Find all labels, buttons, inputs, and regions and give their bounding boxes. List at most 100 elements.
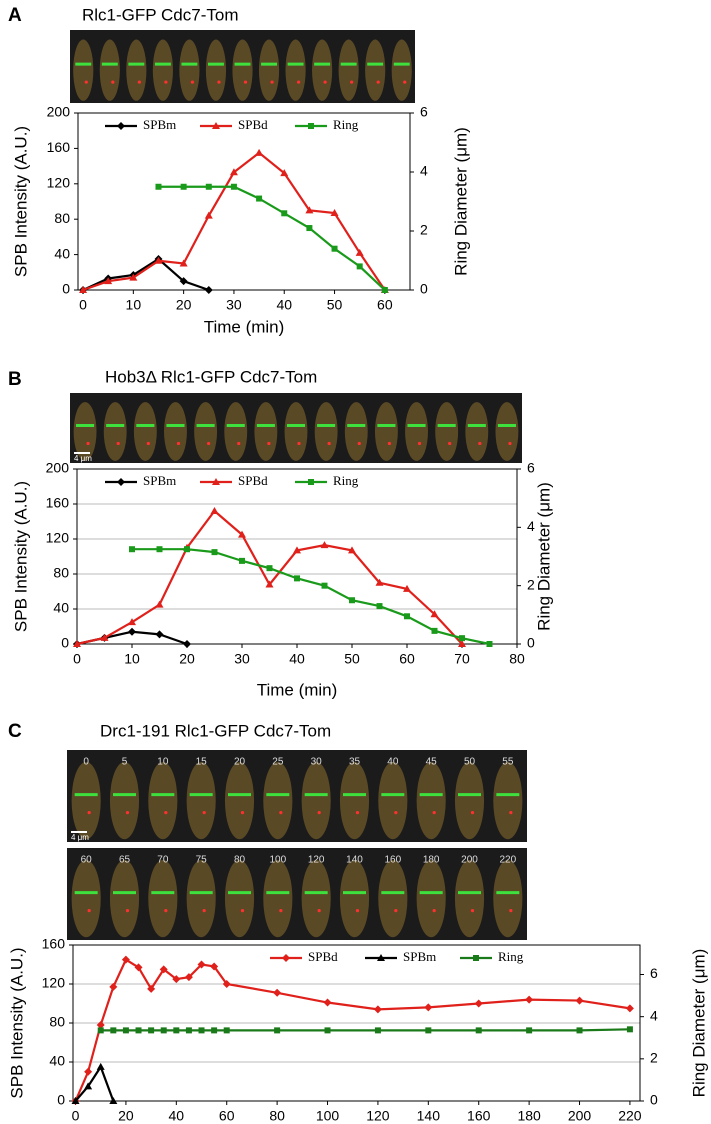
- frame-label: 50: [464, 757, 476, 768]
- cell: [254, 402, 278, 461]
- x-tick-label: 20: [179, 651, 195, 667]
- marker: [179, 259, 188, 267]
- marker: [97, 1027, 104, 1034]
- legend-label: SPBm: [143, 117, 176, 132]
- marker: [155, 183, 162, 190]
- spb-signal: [508, 441, 512, 446]
- legend-label: Ring: [333, 473, 359, 488]
- frame-label: 0: [83, 757, 89, 768]
- frame-label: 75: [196, 855, 208, 866]
- spb-signal: [87, 811, 91, 815]
- cell: [164, 402, 187, 461]
- marker: [473, 955, 479, 961]
- x-tick-label: 0: [73, 651, 81, 667]
- y-tick-label: 80: [53, 565, 69, 581]
- marker: [117, 478, 125, 486]
- frame-label: 180: [423, 855, 440, 866]
- frame-label: 65: [119, 855, 131, 866]
- frame-label: 140: [346, 855, 363, 866]
- legend-label: SPBm: [143, 473, 176, 488]
- marker: [197, 960, 206, 969]
- spb-signal: [125, 909, 130, 913]
- marker: [281, 210, 288, 217]
- marker: [474, 999, 483, 1008]
- y2-tick-label: 2: [650, 1050, 658, 1066]
- y-tick-label: 40: [54, 245, 70, 261]
- spb-signal: [350, 80, 354, 84]
- plot-frame: [77, 112, 411, 291]
- marker: [184, 973, 193, 982]
- marker: [128, 627, 136, 636]
- y-tick-label: 200: [47, 104, 71, 120]
- marker: [210, 962, 219, 971]
- cell: [339, 859, 370, 938]
- spb-signal: [317, 909, 321, 913]
- y-tick-label: 40: [53, 600, 69, 616]
- spb-signal: [111, 80, 115, 84]
- marker: [160, 1027, 167, 1034]
- spb-signal: [279, 811, 283, 815]
- frame-label: 120: [308, 855, 325, 866]
- spb-signal: [164, 80, 168, 84]
- frame-label: 40: [387, 757, 399, 768]
- cell: [339, 761, 370, 840]
- frame-label: 220: [499, 855, 516, 866]
- cell: [374, 402, 398, 461]
- marker: [222, 980, 231, 988]
- marker: [273, 988, 282, 997]
- marker: [212, 478, 220, 485]
- y-tick-label: 80: [54, 210, 70, 226]
- spb-signal: [164, 909, 168, 913]
- spb-signal: [279, 909, 283, 913]
- marker: [625, 1004, 634, 1013]
- cell: [391, 39, 412, 101]
- spb-signal: [146, 441, 150, 446]
- marker: [458, 640, 466, 647]
- legend-label: SPBd: [238, 117, 268, 132]
- legend-label: Ring: [333, 117, 359, 132]
- spb-signal: [240, 909, 245, 913]
- spb-signal: [509, 811, 513, 815]
- y-tick-label: 120: [42, 975, 66, 991]
- x-tick-label: 20: [118, 1108, 134, 1124]
- marker: [377, 954, 385, 961]
- y2-tick-label: 2: [420, 222, 428, 238]
- frame-label: 20: [234, 757, 246, 768]
- y2-tick-label: 2: [527, 576, 535, 592]
- x-tick-label: 180: [517, 1108, 541, 1124]
- y-axis-label: SPB Intensity (A.U.): [11, 481, 30, 632]
- cell: [73, 39, 94, 101]
- marker: [431, 627, 438, 634]
- micrograph: [67, 848, 527, 940]
- marker: [376, 603, 383, 610]
- marker: [525, 995, 534, 1004]
- x-tick-label: 50: [327, 297, 343, 313]
- marker: [109, 1097, 118, 1104]
- frame-label: 70: [157, 855, 169, 866]
- x-tick-label: 140: [417, 1108, 441, 1124]
- marker: [135, 1027, 142, 1034]
- y2-axis-label: Ring Diameter (μm): [451, 127, 470, 276]
- spb-signal: [217, 80, 221, 84]
- y-axis-label: SPB Intensity (A.U.): [7, 947, 26, 1098]
- marker: [321, 582, 328, 589]
- x-tick-label: 30: [226, 297, 242, 313]
- cell: [71, 859, 101, 938]
- spb-signal: [296, 80, 301, 84]
- marker: [134, 963, 143, 972]
- marker: [129, 273, 138, 281]
- x-tick-label: 40: [276, 297, 292, 313]
- spb-signal: [357, 441, 361, 446]
- x-tick-label: 20: [176, 297, 192, 313]
- marker: [96, 1062, 105, 1070]
- cell: [301, 761, 331, 840]
- marker: [84, 1067, 93, 1076]
- spb-signal: [417, 441, 422, 446]
- spb-signal: [84, 80, 88, 84]
- marker: [154, 256, 163, 264]
- cell: [416, 761, 446, 840]
- series-line: [132, 548, 490, 646]
- marker: [255, 148, 264, 156]
- x-tick-label: 0: [79, 297, 87, 313]
- marker: [147, 984, 156, 993]
